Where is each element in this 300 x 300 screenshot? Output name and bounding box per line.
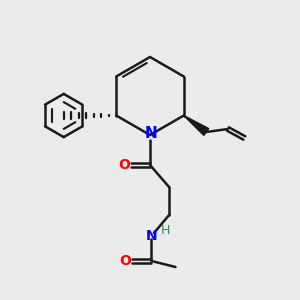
- Text: H: H: [161, 224, 171, 237]
- Text: N: N: [145, 126, 158, 141]
- Text: O: O: [119, 254, 131, 268]
- Text: N: N: [146, 229, 157, 242]
- Text: O: O: [118, 158, 130, 172]
- Polygon shape: [184, 116, 209, 135]
